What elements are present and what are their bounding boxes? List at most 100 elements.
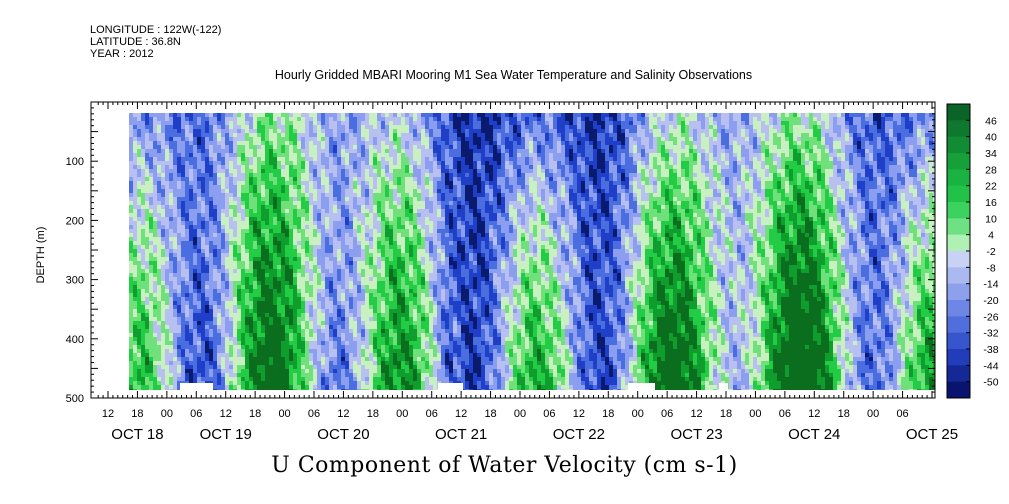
heat-cell [697,121,701,125]
heat-cell [569,177,573,181]
heat-cell [529,177,533,181]
heat-cell [901,117,905,121]
heat-cell [253,165,257,169]
heat-cell [433,153,437,157]
heat-cell [673,137,677,141]
heat-cell [505,189,509,193]
heat-cell [889,157,893,161]
heat-cell [653,209,657,213]
heat-cell [193,117,197,121]
heat-cell [465,185,469,189]
heat-cell [509,113,513,117]
heat-cell [469,129,473,133]
heat-cell [369,117,373,121]
heat-cell [729,165,733,169]
heat-cell [225,137,229,141]
heat-cell [733,129,737,133]
heat-cell [901,141,905,145]
heat-cell [845,129,849,133]
heat-cell [617,117,621,121]
heat-cell [149,173,153,177]
heat-cell [141,181,145,185]
heat-cell [817,157,821,161]
heat-cell [421,113,425,117]
heat-cell [745,145,749,149]
heat-cell [233,137,237,141]
heat-cell [865,113,869,117]
heat-cell [765,149,769,153]
heat-cell [329,129,333,133]
heat-cell [169,153,173,157]
heat-cell [157,113,161,117]
heat-cell [485,177,489,181]
heat-cell [773,117,777,121]
heat-cell [593,173,597,177]
heat-cell [205,189,209,193]
heat-cell [521,157,525,161]
heat-cell [477,189,481,193]
heat-cell [881,149,885,153]
heat-cell [257,141,261,145]
heat-cell [757,173,761,177]
heat-cell [273,137,277,141]
heat-cell [741,165,745,169]
heat-cell [445,145,449,149]
heat-cell [397,209,401,213]
heat-cell [845,173,849,177]
heat-cell [445,169,449,173]
heat-cell [173,137,177,141]
heat-cell [553,197,557,201]
heat-cell [769,137,773,141]
heat-cell [233,133,237,137]
heat-cell [389,161,393,165]
heat-cell [597,197,601,201]
heat-cell [869,129,873,133]
heat-cell [741,113,745,117]
heat-cell [261,209,265,213]
heat-cell [929,185,933,189]
heat-cell [813,129,817,133]
heat-cell [841,205,845,209]
heat-cell [677,209,681,213]
heat-cell [233,153,237,157]
heat-cell [821,145,825,149]
heat-cell [353,157,357,161]
heat-cell [449,149,453,153]
heat-cell [257,205,261,209]
heat-cell [457,133,461,137]
heat-cell [201,141,205,145]
heat-cell [553,205,557,209]
heat-cell [381,157,385,161]
heat-cell [581,197,585,201]
heat-cell [433,209,437,213]
heat-cell [685,205,689,209]
heat-cell [705,209,709,213]
heat-cell [473,201,477,205]
heat-cell [481,201,485,205]
heat-cell [225,149,229,153]
heat-cell [417,153,421,157]
heat-cell [713,117,717,121]
heat-cell [797,133,801,137]
heat-cell [393,133,397,137]
heat-cell [809,177,813,181]
heat-cell [637,157,641,161]
heat-cell [561,169,565,173]
heat-cell [361,133,365,137]
heat-cell [621,169,625,173]
heat-cell [309,145,313,149]
heat-cell [293,145,297,149]
heat-cell [669,157,673,161]
heat-cell [797,113,801,117]
heat-cell [769,129,773,133]
heat-cell [565,165,569,169]
heat-cell [821,205,825,209]
heat-cell [357,137,361,141]
heat-cell [261,201,265,205]
heat-cell [737,125,741,129]
heat-cell [481,185,485,189]
heat-cell [369,149,373,153]
heat-cell [925,165,929,169]
heat-cell [825,177,829,181]
heat-cell [697,185,701,189]
